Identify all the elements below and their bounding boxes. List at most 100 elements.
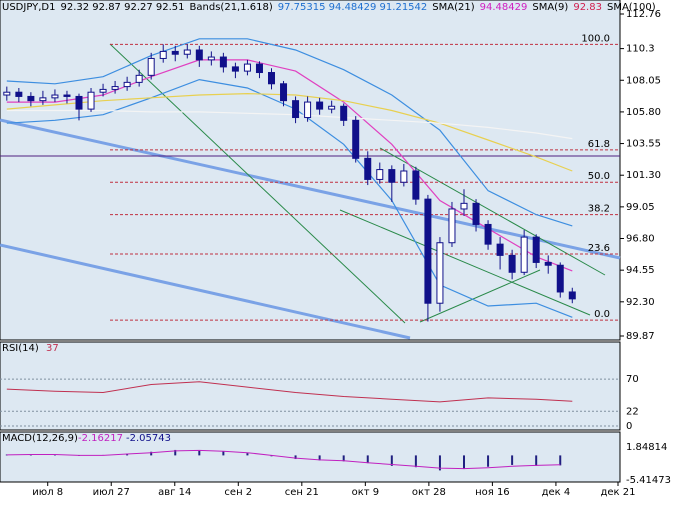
candle-body	[87, 91, 95, 110]
candle-body	[171, 50, 179, 55]
fib-label: 38.2	[588, 204, 610, 215]
x-tick-label: сен 21	[285, 487, 319, 498]
header-text: SMA(9)	[532, 2, 568, 13]
header-text: 92.32 92.87 92.27 92.51	[60, 2, 184, 13]
channel-line	[339, 209, 591, 316]
macd-label: MACD(12,26,9)	[2, 433, 78, 444]
trend-line	[0, 118, 621, 260]
candle-body	[135, 74, 143, 83]
x-tick-label: окт 28	[412, 487, 446, 498]
header-text: USDJPY,D1	[2, 2, 55, 13]
y-tick-label: 94.55	[626, 265, 655, 276]
candle-body	[364, 157, 372, 180]
trend-line	[0, 243, 411, 340]
candle-body	[496, 243, 504, 256]
candle-body	[207, 56, 215, 61]
candle-body	[376, 169, 384, 180]
macd-value: -2.05743	[126, 433, 171, 444]
candle-body	[556, 264, 564, 293]
x-tick-label: дек 21	[600, 487, 635, 498]
candle-body	[255, 63, 263, 74]
macd-panel	[0, 431, 621, 483]
candle-body	[532, 236, 540, 263]
x-tick-label: ноя 16	[475, 487, 510, 498]
candle-body	[147, 57, 155, 76]
fib-label: 23.6	[588, 243, 610, 254]
macd-value: -2.16217	[78, 433, 123, 444]
header-text: Bands(21,1.618)	[190, 2, 273, 13]
y-tick-label: 99.05	[626, 202, 655, 213]
x-tick-label: окт 9	[352, 487, 380, 498]
candle-body	[159, 50, 167, 59]
y-tick-label: 112.76	[626, 9, 661, 20]
candle-body	[424, 198, 432, 304]
candle-body	[304, 101, 312, 119]
header-text: 97.75315 94.48429 91.21542	[278, 2, 428, 13]
candle-body	[388, 169, 396, 183]
y-tick-label: 108.05	[626, 75, 661, 86]
candle-body	[460, 202, 468, 210]
candle-body	[63, 94, 71, 97]
fib-label: 50.0	[588, 171, 610, 182]
candle-body	[436, 242, 444, 304]
header: USDJPY,D1 92.32 92.87 92.27 92.51 Bands(21…	[2, 2, 656, 13]
candle-body	[39, 97, 47, 102]
candle-body	[15, 91, 23, 97]
candle-body	[99, 88, 107, 93]
macd-tick-label: -5.41473	[626, 475, 671, 486]
candle-body	[340, 105, 348, 121]
header-text: 94.48429	[480, 2, 528, 13]
candle-body	[280, 83, 288, 102]
candle-body	[568, 291, 576, 300]
candle-body	[268, 72, 275, 85]
candle-body	[219, 56, 227, 68]
rsi-tick-label: 70	[626, 374, 639, 385]
y-tick-label: 101.30	[626, 170, 661, 181]
x-tick-label: июл 27	[93, 487, 130, 498]
rsi-value: 37	[46, 343, 59, 354]
y-tick-label: 105.80	[626, 107, 661, 118]
candle-body	[292, 100, 300, 119]
candle-body	[243, 63, 251, 72]
candle-body	[484, 223, 492, 245]
fib-label: 0.0	[594, 309, 610, 320]
candle-body	[328, 105, 336, 110]
candle-body	[448, 208, 456, 244]
y-tick-label: 96.80	[626, 234, 655, 245]
header-text: 92.83	[573, 2, 602, 13]
macd-tick-label: 1.84814	[626, 442, 667, 453]
y-tick-label: 92.30	[626, 297, 655, 308]
price-panel	[0, 0, 621, 341]
rsi-tick-label: 22	[626, 406, 639, 417]
rsi-panel	[0, 341, 621, 431]
candle-body	[111, 86, 119, 90]
x-tick-label: сен 2	[224, 487, 252, 498]
y-tick-label: 110.3	[626, 44, 655, 55]
candle-body	[544, 261, 552, 266]
indicator-line	[6, 92, 573, 172]
x-tick-label: авг 14	[158, 487, 191, 498]
candle-body	[412, 170, 420, 200]
indicator-line	[6, 38, 573, 227]
candle-body	[520, 236, 528, 273]
candle-body	[472, 202, 480, 225]
candle-body	[400, 170, 408, 183]
channel-line	[419, 269, 541, 323]
x-tick-label: июл 8	[32, 487, 63, 498]
candle-body	[352, 119, 360, 159]
candle-body	[231, 66, 239, 72]
x-tick-label: дек 4	[542, 487, 571, 498]
fib-diagonal	[109, 43, 406, 324]
rsi-tick-label: 0	[626, 421, 632, 432]
candle-body	[183, 49, 191, 55]
header-text: SMA(100)	[607, 2, 656, 13]
candle-body	[123, 81, 131, 88]
candle-body	[508, 254, 516, 273]
y-tick-label: 89.87	[626, 331, 655, 342]
macd-signal	[6, 449, 561, 470]
y-tick-label: 103.55	[626, 139, 661, 150]
fib-label: 61.8	[588, 139, 610, 150]
candle-body	[316, 101, 324, 110]
rsi-line	[6, 381, 573, 403]
